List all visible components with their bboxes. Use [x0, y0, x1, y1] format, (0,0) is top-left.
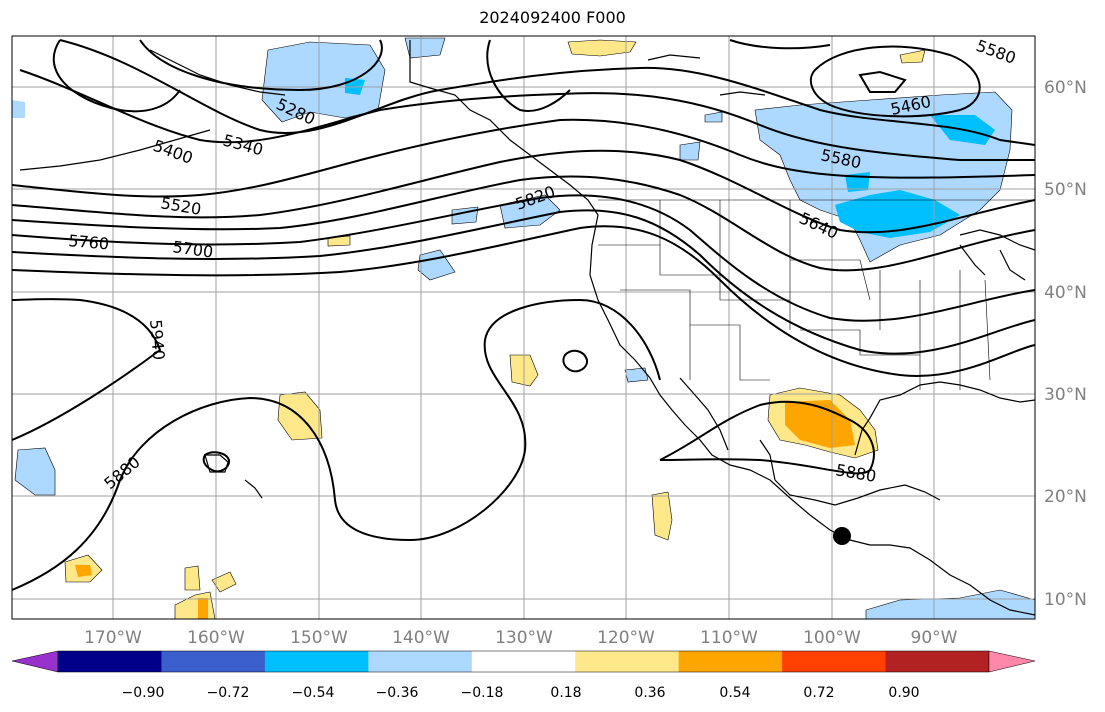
colorbar-min-extend: [11, 650, 59, 673]
lon-label-120w: 120°W: [597, 628, 655, 648]
colorbar-segment: [575, 651, 680, 672]
height-contours: [11, 39, 1036, 591]
lon-label-170w: 170°W: [84, 628, 142, 648]
colorbar-tick-label: −0.90: [122, 685, 165, 701]
colorbar-tick-label: −0.54: [292, 685, 335, 701]
colorbar-tick-label: −0.72: [207, 685, 250, 701]
coastlines: [19, 40, 1036, 616]
lon-label-130w: 130°W: [495, 628, 553, 648]
colorbar-tick-label: 0.36: [634, 685, 665, 701]
colorbar-segment: [471, 651, 576, 672]
colorbar-tick-label: −0.36: [376, 685, 419, 701]
colorbar-tick-label: 0.54: [719, 685, 750, 701]
lat-label-40n: 40°N: [1044, 283, 1087, 303]
map-title: 2024092400 F000: [479, 8, 626, 27]
colorbar-tick-label: 0.18: [550, 685, 581, 701]
colorbar-segments: [57, 650, 990, 673]
colorbar-segment: [678, 651, 783, 672]
lon-label-90w: 90°W: [911, 628, 958, 648]
colorbar: −0.90 −0.72 −0.54 −0.36 −0.18 0.18 0.36 …: [11, 650, 1036, 701]
lat-label-20n: 20°N: [1044, 487, 1087, 507]
map-frame: [11, 35, 1036, 620]
contour-label-5760: 5760: [68, 231, 110, 253]
colorbar-max-extend: [988, 650, 1036, 673]
latitude-labels: 60°N 50°N 40°N 30°N 20°N 10°N: [1044, 78, 1087, 610]
colorbar-segment: [264, 651, 369, 672]
colorbar-segment: [161, 651, 266, 672]
storm-marker: [833, 527, 851, 545]
colorbar-tick-label: 0.90: [888, 685, 919, 701]
lat-label-30n: 30°N: [1044, 385, 1087, 405]
colorbar-tick-label: −0.18: [461, 685, 504, 701]
longitude-labels: 170°W 160°W 150°W 140°W 130°W 120°W 110°…: [84, 628, 958, 648]
lon-label-110w: 110°W: [700, 628, 758, 648]
colorbar-segment: [885, 651, 990, 672]
colorbar-ticks: −0.90 −0.72 −0.54 −0.36 −0.18 0.18 0.36 …: [122, 685, 920, 701]
colorbar-segment: [368, 651, 473, 672]
lon-label-150w: 150°W: [290, 628, 348, 648]
lat-label-50n: 50°N: [1044, 180, 1087, 200]
lon-label-100w: 100°W: [803, 628, 861, 648]
lon-label-160w: 160°W: [187, 628, 245, 648]
contour-label-5940: 5940: [146, 319, 168, 361]
lat-label-10n: 10°N: [1044, 590, 1087, 610]
colorbar-segment: [58, 651, 162, 672]
colorbar-segment: [782, 651, 887, 672]
lon-label-140w: 140°W: [392, 628, 450, 648]
colorbar-tick-label: 0.72: [803, 685, 834, 701]
lat-label-60n: 60°N: [1044, 78, 1087, 98]
state-borders: [598, 199, 1035, 390]
